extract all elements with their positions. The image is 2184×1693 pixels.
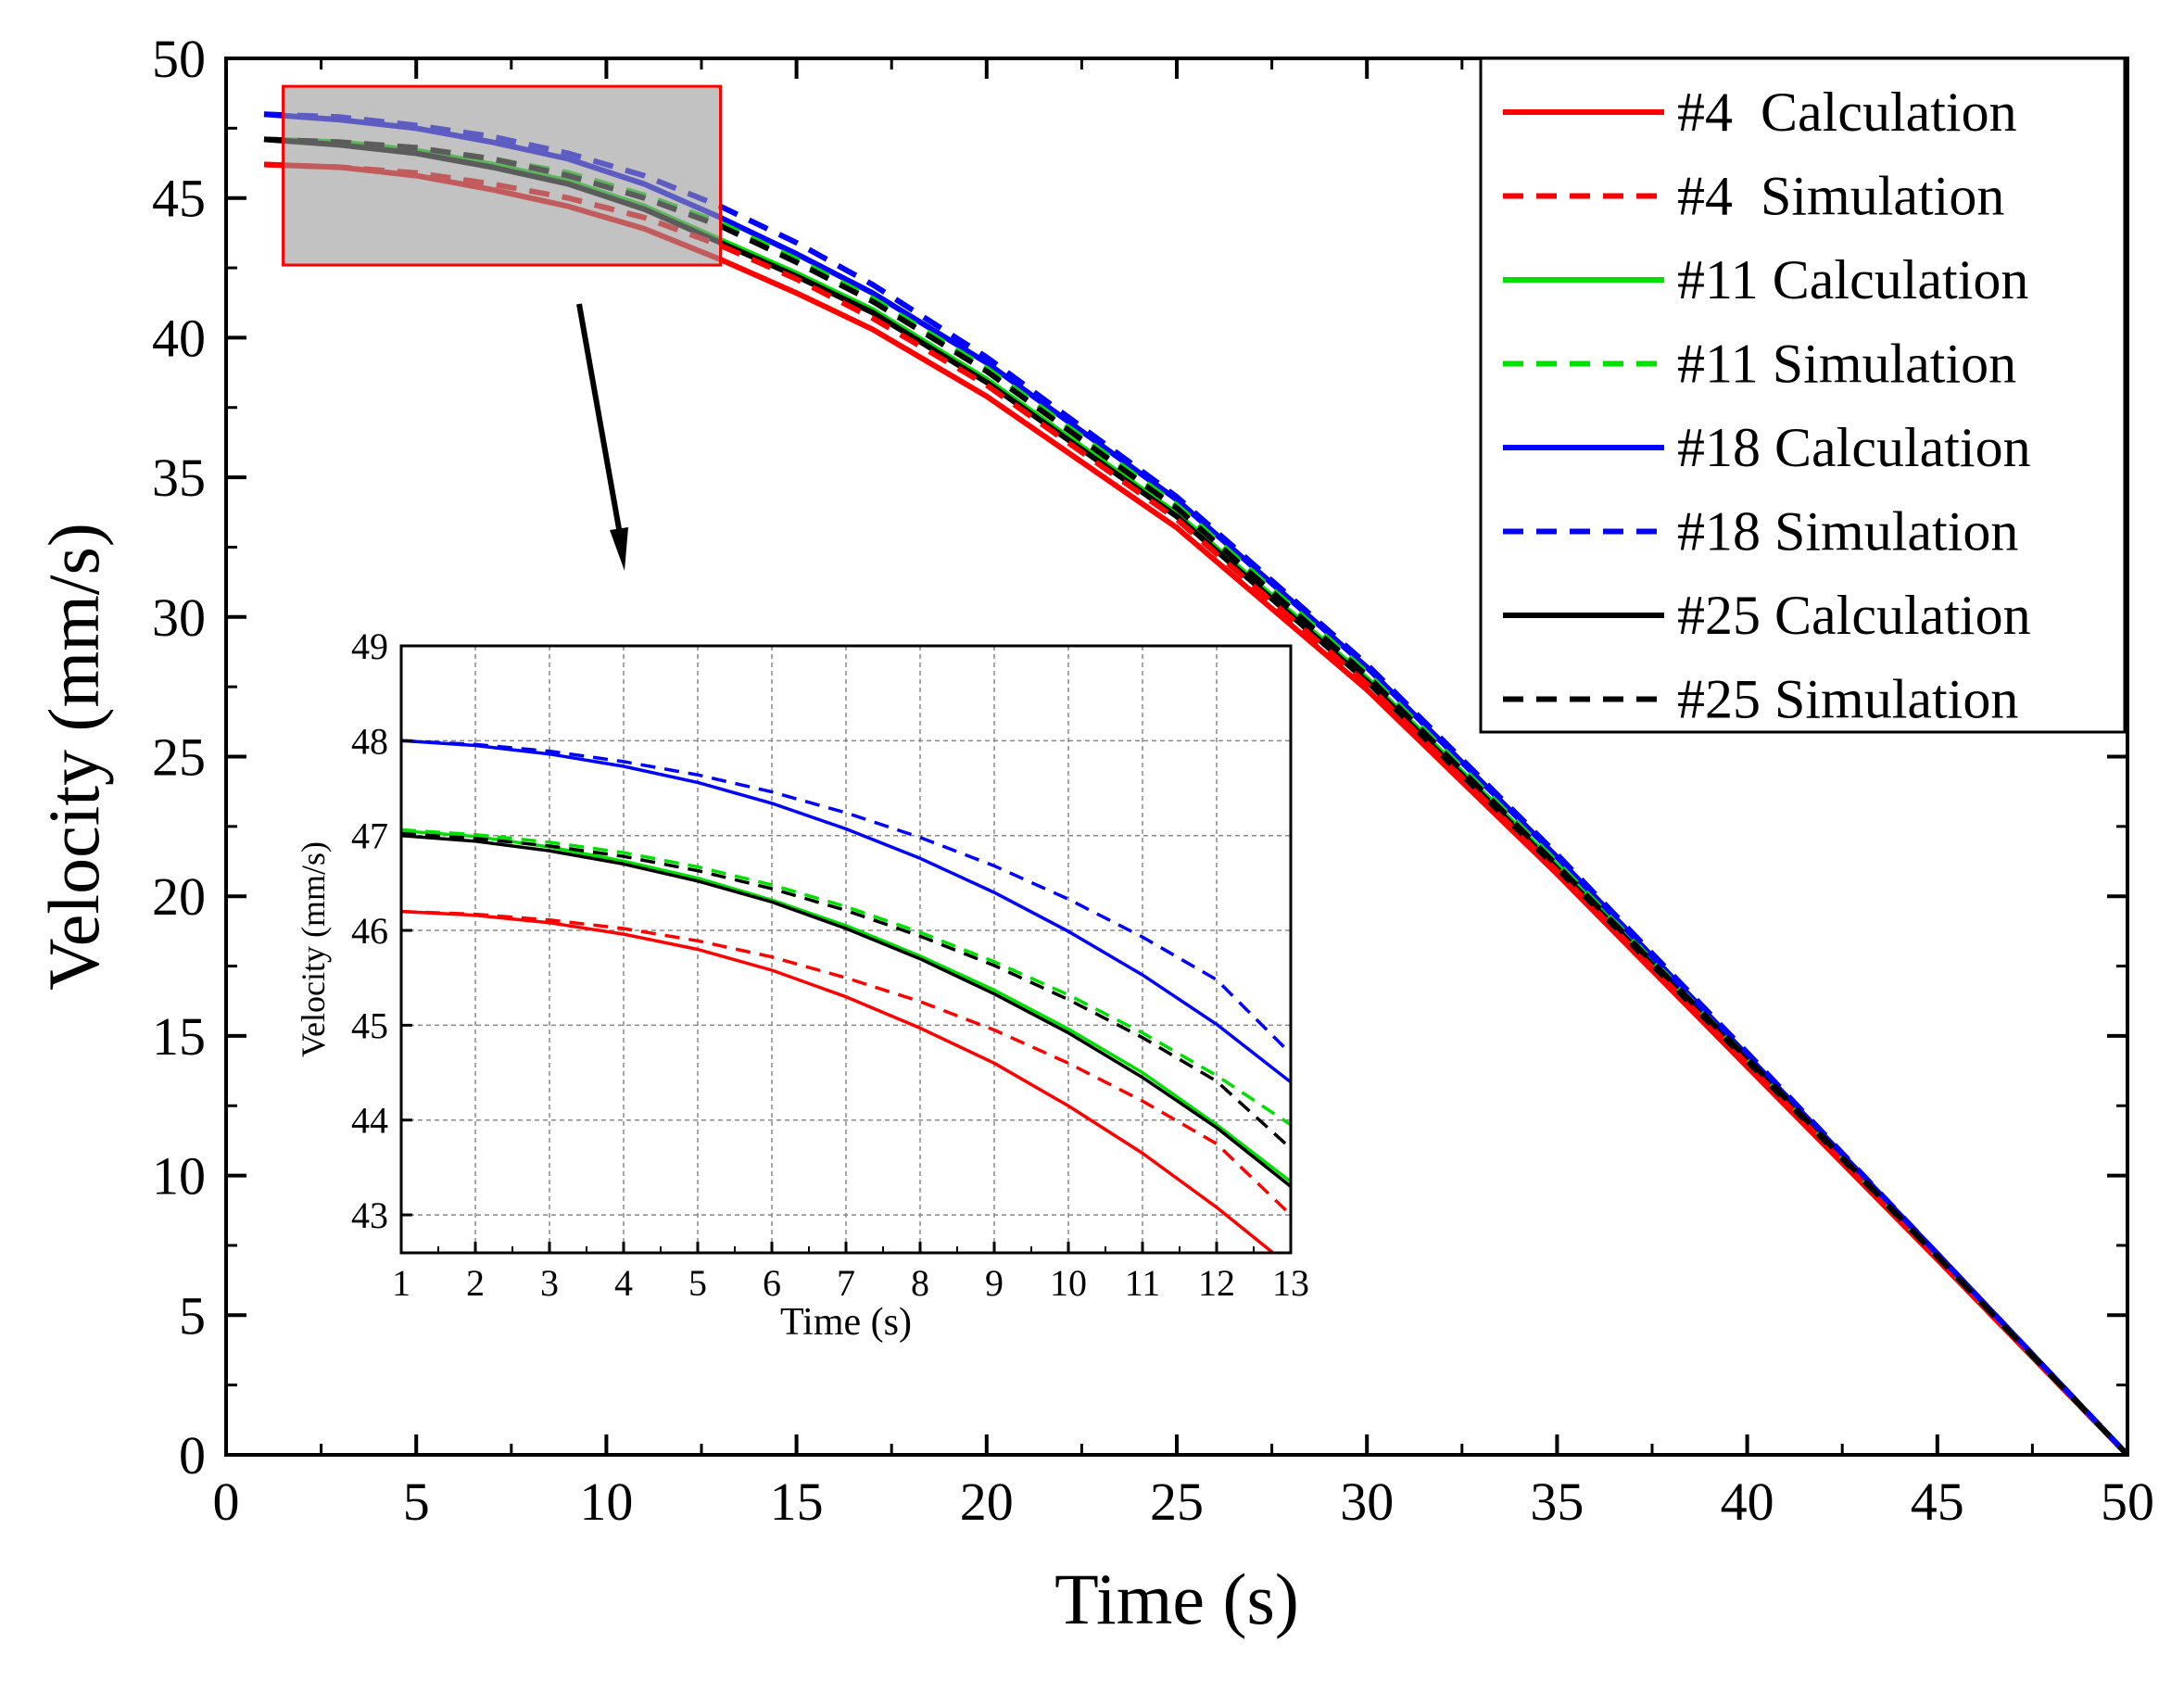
legend-item-25-simulation: #25 Simulation: [1503, 669, 2018, 730]
legend-item-11-simulation: #11 Simulation: [1503, 334, 2016, 395]
inset-y-tick-label: 47: [351, 815, 388, 857]
legend: #4 Calculation #4 Simulation #11 Calculati…: [1479, 57, 2127, 734]
legend-label: #11 Simulation: [1677, 334, 2016, 395]
main-x-tick-label: 35: [1530, 1472, 1584, 1532]
inset-y-tick-label: 46: [351, 910, 388, 952]
inset-x-tick-label: 2: [466, 1262, 485, 1304]
main-plot-overlay: [282, 84, 723, 571]
legend-item-4-simulation: #4 Simulation: [1503, 166, 2004, 227]
inset-y-tick-label: 45: [351, 1004, 388, 1046]
main-y-tick-label: 25: [152, 727, 206, 788]
legend-item-25-calculation: #25 Calculation: [1503, 585, 2031, 646]
main-x-tick-label: 10: [579, 1472, 633, 1532]
inset-y-tick-label: 44: [351, 1100, 388, 1142]
inset-x-tick-label: 7: [837, 1262, 855, 1304]
main-y-tick-label: 35: [152, 448, 206, 508]
legend-label: #18 Calculation: [1677, 417, 2031, 478]
main-x-tick-label: 40: [1721, 1472, 1774, 1532]
legend-box: [1479, 57, 2127, 734]
inset-y-tick-label: 43: [351, 1194, 388, 1236]
zoom-arrow-head: [610, 527, 628, 571]
main-x-axis-title: Time (s): [1054, 1559, 1299, 1639]
main-x-tick-label: 5: [403, 1472, 430, 1532]
inset-series-4-simulation: [401, 909, 1291, 1217]
inset-x-tick-label: 3: [540, 1262, 559, 1304]
inset-x-tick-label: 6: [763, 1262, 781, 1304]
main-x-tick-label: 0: [213, 1472, 240, 1532]
main-y-axis-title: Velocity (mm/s): [33, 523, 114, 991]
inset-x-tick-label: 10: [1050, 1262, 1087, 1304]
legend-label: #25 Calculation: [1677, 585, 2031, 646]
main-x-tick-label: 20: [960, 1472, 1014, 1532]
main-x-tick-label: 25: [1150, 1472, 1204, 1532]
legend-label: #18 Simulation: [1677, 501, 2018, 562]
legend-item-11-calculation: #11 Calculation: [1503, 249, 2028, 310]
inset-series-4-calculation: [401, 909, 1276, 1253]
inset-x-tick-label: 5: [688, 1262, 707, 1304]
main-y-tick-label: 40: [152, 308, 206, 368]
inset-series-18-simulation: [401, 739, 1291, 1055]
inset-series-25-calculation: [401, 833, 1291, 1188]
legend-item-4-calculation: #4 Calculation: [1503, 82, 2017, 143]
legend-label: #4 Simulation: [1677, 166, 2004, 227]
inset-x-tick-label: 1: [392, 1262, 410, 1304]
main-y-tick-label: 5: [179, 1285, 206, 1346]
main-y-tick-label: 30: [152, 587, 206, 648]
main-y-tick-label: 45: [152, 169, 206, 229]
main-y-tick-label: 10: [152, 1146, 206, 1207]
inset-y-tick-label: 49: [351, 625, 388, 667]
inset-x-tick-label: 13: [1272, 1262, 1309, 1304]
legend-label: #11 Calculation: [1677, 249, 2028, 310]
inset-x-tick-label: 4: [614, 1262, 633, 1304]
main-series-18-simulation: [263, 111, 2130, 1458]
inset-y-axis-title: Velocity (mm/s): [295, 841, 332, 1057]
legend-item-18-simulation: #18 Simulation: [1503, 501, 2018, 562]
inset-x-tick-label: 12: [1198, 1262, 1235, 1304]
main-plot-axes: 0 5 10 15 20 25 30 35 40 45 5005101520253035404550…: [33, 29, 2154, 1639]
inset-x-tick-label: 9: [985, 1262, 1004, 1304]
inset-x-axis-title: Time (s): [780, 1301, 912, 1344]
inset-series-group: [401, 739, 1291, 1253]
main-x-tick-label: 30: [1340, 1472, 1394, 1532]
main-x-tick-label: 50: [2101, 1472, 2154, 1532]
main-series-4-simulation: [263, 161, 2130, 1458]
main-y-tick-label: 20: [152, 866, 206, 927]
main-x-tick-label: 15: [770, 1472, 824, 1532]
legend-label: #25 Simulation: [1677, 669, 2018, 730]
zoom-region-box: [282, 84, 723, 267]
main-y-tick-label: 50: [152, 29, 206, 89]
inset-x-tick-label: 11: [1125, 1262, 1161, 1304]
main-y-tick-label: 0: [179, 1425, 206, 1485]
inset-x-tick-label: 8: [911, 1262, 929, 1304]
legend-item-18-calculation: #18 Calculation: [1503, 417, 2031, 478]
inset-series-25-simulation: [401, 831, 1291, 1150]
inset-series-18-calculation: [401, 739, 1291, 1084]
legend-label: #4 Calculation: [1677, 82, 2017, 143]
main-x-tick-label: 45: [1911, 1472, 1964, 1532]
main-y-tick-label: 15: [152, 1006, 206, 1067]
inset-series-11-simulation: [401, 828, 1291, 1127]
inset-y-tick-label: 48: [351, 720, 388, 762]
zoom-arrow-shaft: [576, 303, 624, 540]
